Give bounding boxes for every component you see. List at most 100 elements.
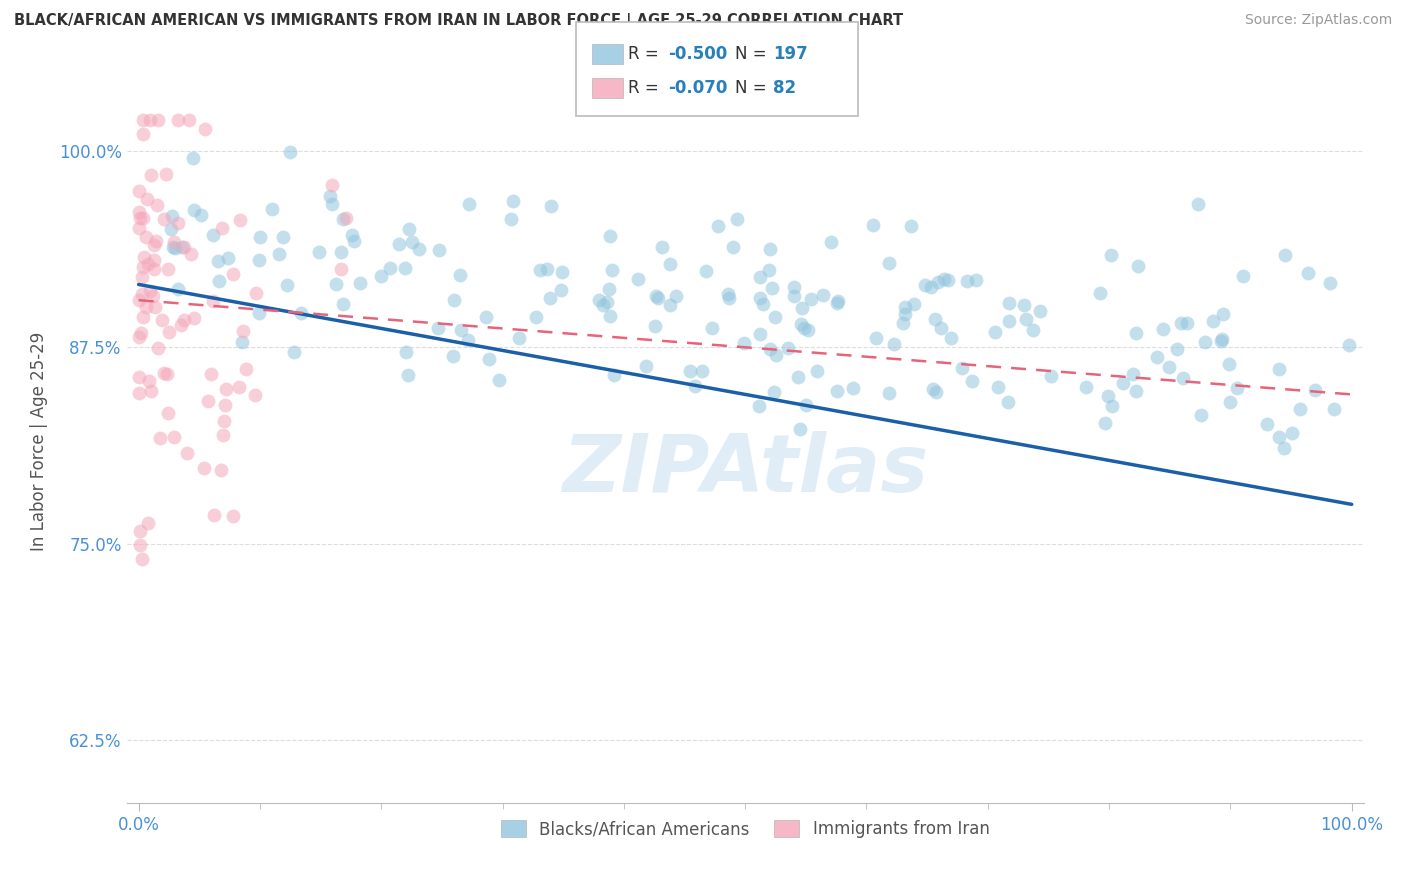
Point xyxy=(647,291,669,305)
Point xyxy=(283,344,305,359)
Point xyxy=(335,211,357,225)
Text: -0.500: -0.500 xyxy=(668,45,727,62)
Point xyxy=(149,432,172,446)
Point xyxy=(173,313,195,327)
Point xyxy=(290,306,312,320)
Point xyxy=(717,287,740,301)
Point xyxy=(342,228,364,243)
Point xyxy=(139,112,162,127)
Point xyxy=(200,368,222,382)
Point xyxy=(142,289,165,303)
Point xyxy=(308,245,330,260)
Point xyxy=(1122,367,1144,381)
Point xyxy=(443,293,465,307)
Point xyxy=(132,310,155,325)
Point xyxy=(165,241,187,255)
Point xyxy=(214,398,236,412)
Point xyxy=(458,197,481,211)
Point xyxy=(215,382,238,396)
Point xyxy=(128,369,150,384)
Point xyxy=(1274,248,1296,262)
Point xyxy=(1339,337,1361,351)
Point xyxy=(761,281,783,295)
Text: R =: R = xyxy=(628,45,665,62)
Point xyxy=(665,288,688,302)
Point xyxy=(865,331,887,345)
Point xyxy=(245,388,267,402)
Point xyxy=(1256,417,1278,431)
Point xyxy=(927,275,949,289)
Point xyxy=(695,264,717,278)
Point xyxy=(1296,267,1319,281)
Point xyxy=(1232,268,1254,283)
Point xyxy=(157,326,180,340)
Point xyxy=(157,261,180,276)
Point xyxy=(1159,359,1181,374)
Point xyxy=(1194,335,1216,350)
Point xyxy=(1094,417,1116,431)
Point xyxy=(135,192,157,206)
Point xyxy=(202,228,225,243)
Point xyxy=(501,212,523,227)
Point xyxy=(936,273,959,287)
Point xyxy=(921,279,943,293)
Point xyxy=(132,251,155,265)
Point xyxy=(1152,322,1174,336)
Point xyxy=(370,268,392,283)
Point xyxy=(600,263,623,277)
Point xyxy=(396,368,419,382)
Point xyxy=(825,384,848,398)
Point xyxy=(841,381,863,395)
Point xyxy=(536,262,558,277)
Point xyxy=(132,211,155,225)
Point xyxy=(800,292,823,306)
Point xyxy=(228,380,250,394)
Point xyxy=(378,260,401,275)
Point xyxy=(138,284,160,298)
Point xyxy=(1146,350,1168,364)
Point xyxy=(524,310,547,324)
Point xyxy=(891,317,914,331)
Point xyxy=(1166,342,1188,356)
Point xyxy=(128,205,150,219)
Point xyxy=(925,385,948,400)
Point xyxy=(212,414,235,428)
Point xyxy=(762,385,785,400)
Point xyxy=(595,294,617,309)
Point xyxy=(247,306,270,320)
Point xyxy=(450,323,472,337)
Point xyxy=(1288,401,1310,416)
Point xyxy=(325,277,347,291)
Point xyxy=(245,286,267,301)
Point xyxy=(387,236,409,251)
Point xyxy=(796,398,818,412)
Point xyxy=(603,368,626,383)
Point xyxy=(914,278,936,293)
Point xyxy=(145,234,167,248)
Point xyxy=(276,278,298,293)
Point xyxy=(394,260,416,275)
Point xyxy=(707,219,730,234)
Point xyxy=(1201,314,1223,328)
Point xyxy=(131,270,153,285)
Point xyxy=(894,307,917,321)
Point xyxy=(190,208,212,222)
Point xyxy=(950,361,973,376)
Point xyxy=(1211,332,1233,346)
Point xyxy=(131,287,153,301)
Point xyxy=(167,282,190,296)
Point xyxy=(183,311,205,326)
Point xyxy=(152,212,174,227)
Point xyxy=(550,283,572,297)
Point xyxy=(156,367,179,381)
Point xyxy=(162,240,184,254)
Point xyxy=(183,202,205,217)
Text: R =: R = xyxy=(628,78,665,96)
Point xyxy=(136,516,159,531)
Point xyxy=(1267,362,1289,376)
Point xyxy=(1126,259,1149,273)
Point xyxy=(1281,425,1303,440)
Point xyxy=(170,318,193,332)
Point xyxy=(211,220,233,235)
Point xyxy=(319,188,342,202)
